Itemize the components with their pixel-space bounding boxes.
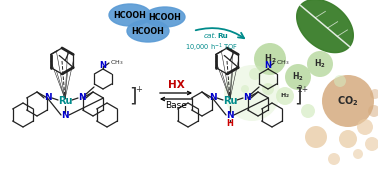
Circle shape — [301, 104, 315, 118]
Text: Base: Base — [165, 101, 187, 110]
Circle shape — [357, 119, 373, 135]
Text: HCOOH: HCOOH — [132, 26, 164, 36]
Text: N: N — [99, 61, 107, 70]
Circle shape — [285, 64, 311, 90]
Circle shape — [307, 51, 333, 77]
Text: +: + — [136, 84, 143, 94]
Circle shape — [328, 153, 340, 165]
Circle shape — [370, 89, 378, 99]
Circle shape — [365, 137, 378, 151]
Text: HCOOH: HCOOH — [113, 11, 146, 19]
Text: $\mathbf{H_2}$: $\mathbf{H_2}$ — [263, 53, 276, 65]
Circle shape — [322, 75, 374, 127]
Text: N: N — [243, 94, 251, 102]
Text: Ru: Ru — [58, 96, 72, 106]
Polygon shape — [297, 0, 353, 53]
Text: N: N — [226, 112, 234, 121]
Text: 2+: 2+ — [297, 84, 308, 94]
Text: ]: ] — [294, 87, 302, 105]
Circle shape — [224, 65, 280, 121]
Circle shape — [254, 43, 286, 75]
Text: H: H — [226, 119, 234, 129]
Circle shape — [241, 85, 249, 93]
Circle shape — [262, 83, 274, 95]
Text: N: N — [44, 94, 52, 102]
Text: Ru: Ru — [223, 96, 237, 106]
Text: N: N — [265, 61, 271, 70]
Text: N: N — [78, 94, 86, 102]
Text: N: N — [209, 94, 217, 102]
Text: $\mathbf{H_2}$: $\mathbf{H_2}$ — [314, 58, 326, 70]
Circle shape — [368, 105, 378, 117]
Text: $\mathbf{H_2}$: $\mathbf{H_2}$ — [292, 71, 304, 83]
Ellipse shape — [109, 4, 151, 26]
Circle shape — [334, 75, 346, 87]
Text: HCOOH: HCOOH — [149, 12, 181, 22]
Circle shape — [276, 87, 294, 105]
Circle shape — [305, 126, 327, 148]
Text: cat.: cat. — [204, 33, 218, 39]
Text: N: N — [61, 112, 69, 121]
Text: HX: HX — [167, 80, 184, 90]
Text: Ru: Ru — [217, 33, 228, 39]
Text: $\mathbf{H_2}$: $\mathbf{H_2}$ — [280, 91, 290, 100]
Text: ]: ] — [129, 87, 137, 105]
Circle shape — [353, 149, 363, 159]
Ellipse shape — [127, 20, 169, 42]
Circle shape — [249, 68, 261, 80]
Text: CH$_3$: CH$_3$ — [276, 59, 290, 67]
Text: $\mathbf{CO_2}$: $\mathbf{CO_2}$ — [337, 94, 359, 108]
Ellipse shape — [145, 7, 185, 27]
Text: 10,000 h$^{-1}$ TOF: 10,000 h$^{-1}$ TOF — [185, 42, 239, 54]
Circle shape — [339, 130, 357, 148]
Text: CH$_3$: CH$_3$ — [110, 59, 124, 67]
